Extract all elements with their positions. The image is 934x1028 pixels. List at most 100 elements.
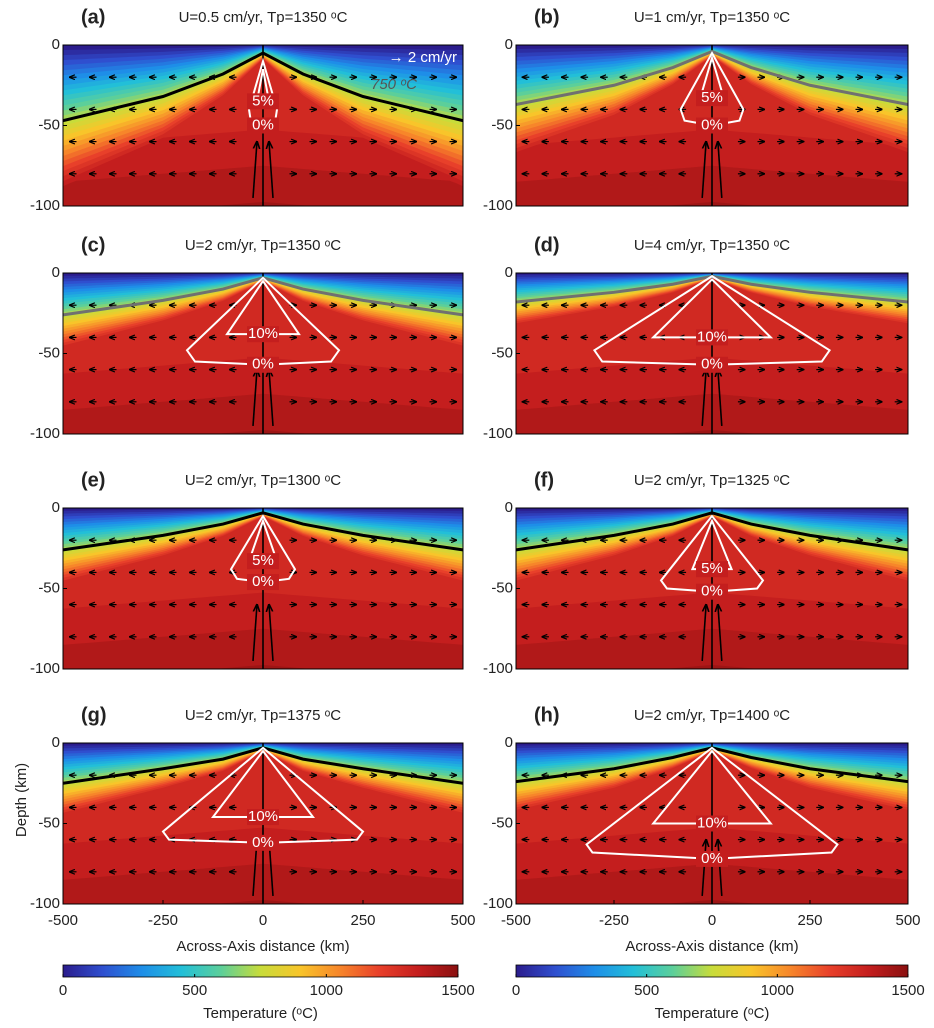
x-axis-label: Across-Axis distance (km) — [625, 938, 798, 955]
velocity-arrow — [718, 370, 723, 427]
contour-label: 0% — [701, 850, 723, 867]
y-tick-label: 0 — [505, 264, 513, 281]
y-tick-label: -50 — [38, 579, 60, 596]
panel-label: (f) — [534, 469, 554, 491]
contour-label-bg — [247, 117, 279, 134]
y-tick-label: -100 — [30, 425, 60, 442]
x-tick-label: 500 — [450, 912, 475, 929]
contour-label: 10% — [697, 814, 727, 831]
contour-label-bg — [247, 809, 279, 826]
contour-label: 5% — [252, 92, 274, 109]
y-tick-label: -100 — [483, 197, 513, 214]
velocity-arrow — [252, 605, 257, 662]
isotherm — [63, 51, 463, 123]
colorbar — [62, 964, 459, 978]
panel-label: (g) — [81, 704, 107, 726]
y-tick-label: 0 — [52, 36, 60, 53]
y-tick-label: -50 — [491, 344, 513, 361]
x-tick-label: -500 — [501, 912, 531, 929]
panel-title: U=2 cm/yr, Tp=1300 ᵒC — [185, 472, 341, 489]
contour-label: 0% — [701, 356, 723, 373]
panel-title: U=2 cm/yr, Tp=1375 ᵒC — [185, 707, 341, 724]
panel-title: U=2 cm/yr, Tp=1400 ᵒC — [634, 707, 790, 724]
contour-label: 0% — [701, 116, 723, 133]
colorbar-tick-label: 0 — [59, 982, 67, 999]
y-tick-label: -50 — [491, 814, 513, 831]
velocity-arrow — [252, 370, 257, 427]
velocity-arrow — [701, 370, 706, 427]
colorbar-label: Temperature (ᵒC) — [655, 1005, 770, 1022]
y-tick-label: -100 — [30, 660, 60, 677]
panel-label: (b) — [534, 6, 560, 28]
x-tick-label: 250 — [350, 912, 375, 929]
y-tick-label: -100 — [30, 197, 60, 214]
y-tick-label: 0 — [52, 499, 60, 516]
x-tick-label: -500 — [48, 912, 78, 929]
x-tick-label: -250 — [599, 912, 629, 929]
contour-label: 10% — [248, 325, 278, 342]
contour-label: 0% — [252, 573, 274, 590]
arrow-scale: → 2 cm/yr — [389, 49, 457, 66]
contour-label: 5% — [701, 89, 723, 106]
colorbar-tick-label: 500 — [634, 982, 659, 999]
isotherm — [516, 511, 908, 552]
panel-title: U=1 cm/yr, Tp=1350 ᵒC — [634, 9, 790, 26]
colorbar-tick-label: 500 — [182, 982, 207, 999]
panel-title: U=0.5 cm/yr, Tp=1350 ᵒC — [179, 9, 348, 26]
velocity-arrow — [269, 142, 274, 199]
panel — [63, 45, 463, 206]
x-tick-label: 0 — [708, 912, 716, 929]
colorbar-tick-label: 1000 — [310, 982, 343, 999]
colorbar-label: Temperature (ᵒC) — [203, 1005, 318, 1022]
y-tick-label: 0 — [505, 734, 513, 751]
velocity-arrow — [718, 605, 723, 662]
contour-label-bg — [247, 356, 279, 373]
panel-label: (h) — [534, 704, 560, 726]
x-tick-label: -250 — [148, 912, 178, 929]
contour-label-bg — [247, 574, 279, 591]
contour-label: 5% — [252, 552, 274, 569]
y-tick-label: 0 — [52, 264, 60, 281]
x-tick-label: 250 — [797, 912, 822, 929]
x-tick-label: 500 — [895, 912, 920, 929]
y-tick-label: -50 — [491, 116, 513, 133]
panel — [516, 273, 908, 434]
contour-label: 5% — [701, 560, 723, 577]
y-tick-label: 0 — [52, 734, 60, 751]
velocity-arrow — [252, 142, 257, 199]
panel-label: (d) — [534, 234, 560, 256]
velocity-arrow — [701, 142, 706, 199]
panel — [63, 273, 463, 434]
y-tick-label: -50 — [38, 116, 60, 133]
contour-label-bg — [696, 329, 728, 346]
colorbar-tick-label: 1500 — [891, 982, 924, 999]
colorbar-tick-label: 1500 — [441, 982, 474, 999]
y-tick-label: 0 — [505, 499, 513, 516]
panel-label: (c) — [81, 234, 105, 256]
contour-label: 10% — [248, 808, 278, 825]
y-tick-label: -50 — [38, 344, 60, 361]
velocity-arrow — [269, 370, 274, 427]
panel-title: U=2 cm/yr, Tp=1350 ᵒC — [185, 237, 341, 254]
contour-label: 0% — [252, 834, 274, 851]
contour-label-bg — [247, 834, 279, 851]
y-tick-label: 0 — [505, 36, 513, 53]
y-tick-label: -100 — [483, 425, 513, 442]
colorbar — [515, 964, 909, 978]
y-tick-label: -50 — [491, 579, 513, 596]
velocity-arrow — [718, 142, 723, 199]
contour-label-bg — [696, 850, 728, 867]
y-axis-label: Depth (km) — [13, 763, 30, 837]
contour-label-bg — [696, 356, 728, 373]
panel-title: U=4 cm/yr, Tp=1350 ᵒC — [634, 237, 790, 254]
contour-label: 0% — [252, 116, 274, 133]
velocity-arrow — [701, 840, 706, 897]
y-tick-label: -50 — [38, 814, 60, 831]
contour-label: 10% — [697, 328, 727, 345]
panel-label: (e) — [81, 469, 105, 491]
contour-label-bg — [247, 93, 279, 110]
contour-label-bg — [696, 90, 728, 107]
contour-label-bg — [247, 553, 279, 570]
contour-label-bg — [696, 583, 728, 600]
